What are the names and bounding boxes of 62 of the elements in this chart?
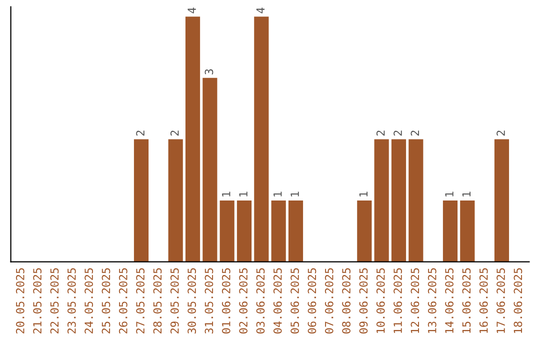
bar [236,200,252,262]
x-tick-label: 13.06.2025 [428,268,436,333]
bar [442,200,458,262]
x-tick-label: 15.06.2025 [462,268,471,333]
data-label: 1 [359,192,368,196]
bar [391,139,406,262]
x-tick-label: 09.06.2025 [359,268,368,334]
x-tick-label: 10.06.2025 [376,268,385,333]
x-tick-label: 23.05.2025 [67,268,76,334]
x-tick-label: 20.05.2025 [16,268,24,334]
x-tick-label: 30.05.2025 [188,268,196,334]
x-tick-label: 25.05.2025 [102,268,110,334]
data-label: 1 [274,192,282,196]
data-label: 4 [256,8,265,14]
x-tick-label: 11.06.2025 [394,268,402,333]
data-label: 2 [170,130,179,136]
bar [408,139,424,262]
bar [374,139,389,262]
data-label: 1 [290,192,299,196]
x-tick-label: 31.05.2025 [204,268,214,334]
x-tick-label: 12.06.2025 [410,268,420,333]
x-tick-label: 26.05.2025 [118,268,128,334]
data-label: 2 [410,130,420,136]
x-tick-label: 06.06.2025 [308,268,316,334]
x-tick-label: 08.06.2025 [342,268,350,334]
x-tick-label: 17.06.2025 [496,268,505,333]
x-tick-label: 22.05.2025 [50,268,59,334]
bar [168,139,183,262]
data-label: 1 [239,192,248,196]
bar [134,139,149,262]
data-label: 2 [136,130,144,136]
x-tick-label: 27.05.2025 [136,268,145,334]
bar [357,200,372,262]
data-label: 2 [394,130,402,136]
x-tick-label: 14.06.2025 [445,268,454,333]
data-label: 2 [376,130,385,136]
x-tick-label: 05.06.2025 [290,268,299,334]
bar [185,16,200,262]
x-tick-label: 18.06.2025 [514,268,522,333]
x-tick-label: 02.06.2025 [239,268,248,334]
data-label: 4 [188,8,196,14]
data-label: 1 [462,192,470,196]
x-tick-label: 07.06.2025 [324,268,334,334]
bar [460,200,475,262]
bar [494,139,510,262]
data-label: 1 [222,192,230,196]
data-label: 1 [445,192,454,196]
bar [254,16,269,262]
x-tick-label: 03.06.2025 [256,268,265,334]
bar [220,200,234,262]
bar [271,200,286,262]
bar [202,78,218,262]
x-tick-label: 21.05.2025 [33,268,42,334]
data-label: 3 [204,69,214,74]
x-tick-label: 28.05.2025 [153,268,162,334]
x-tick-label: 01.06.2025 [222,268,230,334]
x-tick-label: 16.06.2025 [479,268,488,333]
x-tick-label: 29.05.2025 [170,268,179,334]
data-label: 2 [496,130,505,136]
bar [288,200,304,262]
x-tick-label: 24.05.2025 [84,268,94,334]
x-tick-label: 04.06.2025 [273,268,282,334]
